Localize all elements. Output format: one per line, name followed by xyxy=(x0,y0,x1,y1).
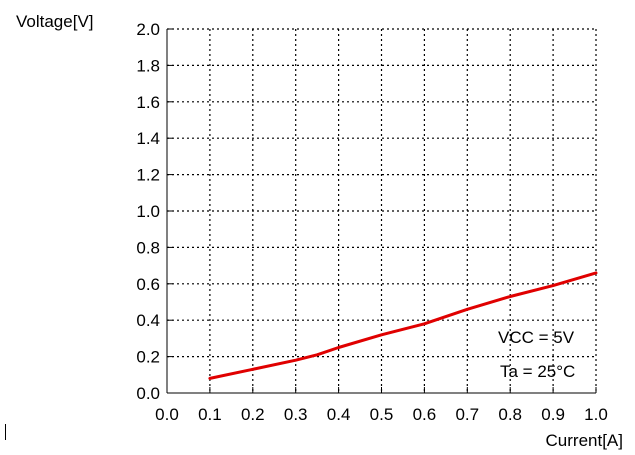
x-axis-ticks: 0.0 0.1 0.2 0.3 0.4 0.5 0.6 0.7 0.8 0.9 1.0 xyxy=(155,387,608,424)
x-tick-label: 1.0 xyxy=(584,405,608,424)
x-tick-label: 0.6 xyxy=(413,405,437,424)
x-tick-label: 0.8 xyxy=(498,405,522,424)
voltage-series-line xyxy=(208,271,598,380)
x-tick-label: 0.4 xyxy=(327,405,351,424)
y-tick-label: 1.0 xyxy=(136,202,160,221)
temperature-annotation: Ta = 25°C xyxy=(500,362,575,381)
x-tick-label: 0.1 xyxy=(198,405,222,424)
x-tick-label: 0.3 xyxy=(284,405,308,424)
grid xyxy=(167,28,597,393)
y-tick-label: 0.4 xyxy=(136,311,160,330)
x-tick-label: 0.2 xyxy=(241,405,265,424)
y-axis-label: Voltage[V] xyxy=(16,12,94,31)
y-tick-label: 0.2 xyxy=(136,348,160,367)
y-axis-ticks: 0.0 0.2 0.4 0.6 0.8 1.0 1.2 1.4 1.6 1.8 2.0 xyxy=(136,20,173,403)
vcc-annotation: VCC = 5V xyxy=(498,328,575,347)
x-tick-label: 0.7 xyxy=(455,405,479,424)
x-tick-label: 0.5 xyxy=(370,405,394,424)
x-axis-label: Current[A] xyxy=(546,431,623,450)
y-tick-label: 1.6 xyxy=(136,93,160,112)
y-tick-label: 1.2 xyxy=(136,166,160,185)
y-tick-label: 1.4 xyxy=(136,129,160,148)
x-tick-label: 0.0 xyxy=(155,405,179,424)
y-tick-label: 0.8 xyxy=(136,238,160,257)
y-tick-label: 2.0 xyxy=(136,20,160,39)
y-tick-label: 1.8 xyxy=(136,56,160,75)
y-tick-label: 0.6 xyxy=(136,275,160,294)
y-tick-label: 0.0 xyxy=(136,384,160,403)
x-tick-label: 0.9 xyxy=(541,405,565,424)
